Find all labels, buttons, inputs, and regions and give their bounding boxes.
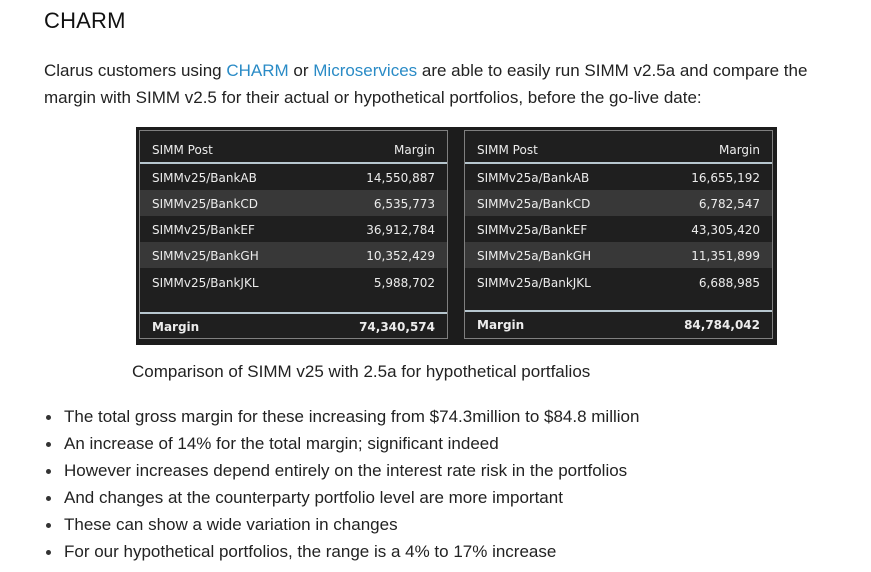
column-header-margin: Margin [719, 143, 760, 157]
figure-caption: Comparison of SIMM v25 with 2.5a for hyp… [132, 362, 591, 381]
portfolio-name: SIMMv25/BankJKL [152, 276, 259, 290]
column-header-simm-post: SIMM Post [477, 143, 538, 157]
table-row: SIMMv25/BankJKL 5,988,702 [140, 269, 447, 295]
total-label: Margin [152, 320, 200, 334]
section-heading: CHARM [44, 8, 126, 33]
portfolio-name: SIMMv25a/BankCD [477, 197, 591, 211]
list-item: The total gross margin for these increas… [44, 403, 639, 430]
total-label: Margin [477, 318, 525, 332]
table-header: SIMM Post Margin [465, 137, 772, 164]
bullet-icon [46, 496, 51, 501]
list-item-text: The total gross margin for these increas… [64, 407, 640, 426]
margin-value: 6,535,773 [373, 197, 435, 211]
list-item: For our hypothetical portfolios, the ran… [44, 538, 639, 565]
total-value: 84,784,042 [684, 318, 760, 332]
margin-value: 5,988,702 [373, 276, 435, 290]
list-item: And changes at the counterparty portfoli… [44, 484, 639, 511]
bullet-icon [46, 442, 51, 447]
list-item-text: And changes at the counterparty portfoli… [64, 488, 563, 507]
table-row: SIMMv25a/BankCD 6,782,547 [465, 190, 772, 216]
table-header: SIMM Post Margin [140, 137, 447, 164]
portfolio-name: SIMMv25a/BankJKL [477, 276, 591, 290]
table-row: SIMMv25a/BankEF 43,305,420 [465, 216, 772, 242]
bullet-list: The total gross margin for these increas… [44, 403, 639, 565]
portfolio-name: SIMMv25a/BankAB [477, 171, 590, 185]
bullet-icon [46, 550, 51, 555]
table-row: SIMMv25a/BankJKL 6,688,985 [465, 269, 772, 295]
intro-middle: or [288, 61, 314, 80]
list-item-text: For our hypothetical portfolios, the ran… [64, 542, 557, 561]
intro-suffix: are able to easily run SIMM v2.5a and co… [44, 61, 808, 107]
bullet-icon [46, 415, 51, 420]
portfolio-name: SIMMv25/BankEF [152, 223, 255, 237]
list-item: An increase of 14% for the total margin;… [44, 430, 639, 457]
column-header-simm-post: SIMM Post [152, 143, 213, 157]
table-row: SIMMv25/BankEF 36,912,784 [140, 216, 447, 242]
simm-v25a-table: SIMM Post Margin SIMMv25a/BankAB 16,655,… [464, 130, 773, 339]
table-row: SIMMv25a/BankAB 16,655,192 [465, 164, 772, 190]
portfolio-name: SIMMv25/BankGH [152, 249, 259, 263]
microservices-link[interactable]: Microservices [313, 61, 418, 80]
table-row: SIMMv25/BankCD 6,535,773 [140, 190, 447, 216]
margin-value: 11,351,899 [691, 249, 760, 263]
portfolio-name: SIMMv25a/BankEF [477, 223, 588, 237]
margin-value: 6,688,985 [698, 276, 760, 290]
list-item: However increases depend entirely on the… [44, 457, 639, 484]
list-item: These can show a wide variation in chang… [44, 511, 639, 538]
list-item-text: However increases depend entirely on the… [64, 461, 628, 480]
list-item-text: These can show a wide variation in chang… [64, 515, 398, 534]
margin-value: 14,550,887 [366, 171, 435, 185]
margin-value: 36,912,784 [366, 223, 435, 237]
intro-paragraph: Clarus customers using CHARM or Microser… [44, 57, 864, 111]
margin-value: 10,352,429 [366, 249, 435, 263]
simm-v25-table: SIMM Post Margin SIMMv25/BankAB 14,550,8… [139, 130, 448, 339]
table-row: SIMMv25/BankAB 14,550,887 [140, 164, 447, 190]
margin-value: 43,305,420 [691, 223, 760, 237]
portfolio-name: SIMMv25/BankCD [152, 197, 259, 211]
table-total-row: Margin 84,784,042 [465, 310, 772, 338]
list-item-text: An increase of 14% for the total margin;… [64, 434, 499, 453]
table-row: SIMMv25a/BankGH 11,351,899 [465, 242, 772, 268]
bullet-icon [46, 469, 51, 474]
comparison-figure: SIMM Post Margin SIMMv25/BankAB 14,550,8… [136, 127, 777, 345]
table-total-row: Margin 74,340,574 [140, 312, 447, 340]
portfolio-name: SIMMv25/BankAB [152, 171, 257, 185]
total-value: 74,340,574 [359, 320, 435, 334]
column-header-margin: Margin [394, 143, 435, 157]
portfolio-name: SIMMv25a/BankGH [477, 249, 592, 263]
table-row: SIMMv25/BankGH 10,352,429 [140, 242, 447, 268]
margin-value: 6,782,547 [698, 197, 760, 211]
charm-link[interactable]: CHARM [226, 61, 289, 80]
bullet-icon [46, 523, 51, 528]
intro-prefix: Clarus customers using [44, 61, 227, 80]
margin-value: 16,655,192 [691, 171, 760, 185]
